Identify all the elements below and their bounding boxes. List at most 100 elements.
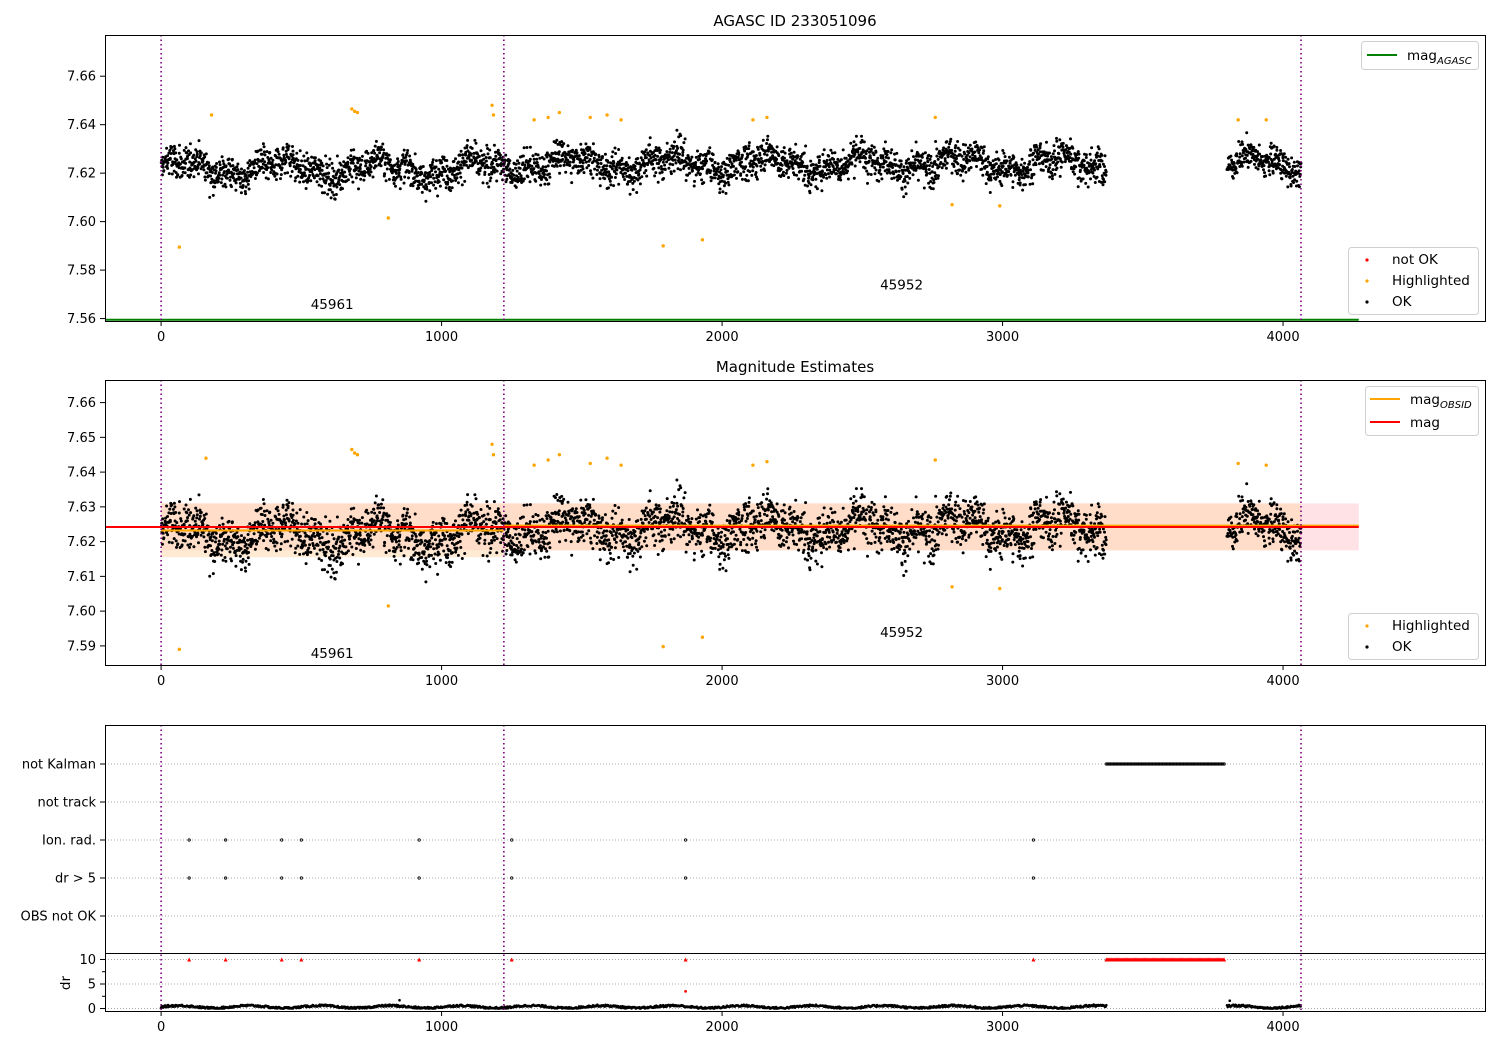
ok-point <box>351 180 355 184</box>
ok-point <box>432 176 436 180</box>
ok-point <box>1099 180 1103 184</box>
ok-point <box>668 147 672 151</box>
ok-point <box>508 159 512 163</box>
ok-point <box>209 174 212 178</box>
ok-point <box>299 164 302 167</box>
ok-point <box>269 156 273 160</box>
ok-point <box>459 546 463 549</box>
ok-point <box>396 519 400 523</box>
ok-point <box>556 142 560 146</box>
ok-point <box>245 176 249 180</box>
ok-point <box>520 547 523 551</box>
ok-point <box>368 543 372 546</box>
ok-point <box>1238 155 1242 159</box>
ok-point <box>521 179 525 183</box>
ok-point <box>407 546 410 550</box>
ok-point <box>928 157 932 161</box>
ok-point <box>316 163 320 167</box>
ok-point <box>852 176 856 180</box>
ok-point <box>207 532 211 536</box>
ok-point <box>175 158 179 162</box>
ok-point <box>582 508 586 512</box>
ok-point <box>413 512 417 516</box>
ok-point <box>1084 181 1088 185</box>
highlighted-point <box>352 109 357 114</box>
ok-point <box>445 522 449 525</box>
ok-point <box>522 177 526 181</box>
ok-point <box>381 518 384 522</box>
ok-point <box>571 507 575 511</box>
ok-point <box>477 155 481 158</box>
ok-point <box>903 185 907 189</box>
ok-point <box>211 165 215 169</box>
ok-point <box>1022 165 1025 169</box>
ok-point <box>366 532 370 536</box>
ok-point <box>197 541 200 545</box>
ok-point <box>711 176 715 180</box>
ok-point <box>1077 156 1081 160</box>
ok-point <box>818 155 821 159</box>
ok-point <box>486 504 489 508</box>
ok-point <box>503 521 507 525</box>
ok-point <box>284 522 287 526</box>
ok-point <box>335 515 339 519</box>
ok-point <box>508 522 512 526</box>
ok-point <box>510 545 514 549</box>
ok-point <box>327 540 331 544</box>
ok-point <box>201 159 205 163</box>
ok-point <box>504 180 508 184</box>
ok-point <box>271 158 275 162</box>
ok-point <box>991 159 995 163</box>
ok-point <box>493 535 497 538</box>
ok-point <box>519 174 523 178</box>
ok-point <box>325 166 329 170</box>
ok-point <box>479 149 483 153</box>
ok-point <box>577 170 581 174</box>
ok-point <box>460 532 464 536</box>
ok-point <box>360 521 364 525</box>
ok-point <box>481 181 485 185</box>
ok-point <box>783 151 787 155</box>
ok-point <box>332 193 336 197</box>
ok-point <box>434 159 438 163</box>
ok-point <box>293 179 297 183</box>
ok-point <box>892 172 896 176</box>
ok-point <box>654 171 658 175</box>
ok-point <box>588 505 592 509</box>
ok-point <box>385 534 389 538</box>
ok-point <box>1277 159 1281 163</box>
ok-point <box>166 166 170 170</box>
ok-point <box>822 175 826 179</box>
ok-point <box>165 146 169 150</box>
ok-point <box>412 546 416 550</box>
highlighted-point <box>177 245 182 249</box>
ok-point <box>458 539 462 543</box>
ok-point <box>1102 177 1105 181</box>
ok-point <box>1029 168 1032 172</box>
ok-point <box>302 171 306 175</box>
ok-point <box>849 141 853 145</box>
ok-point <box>302 539 306 543</box>
ok-point <box>203 517 207 520</box>
ok-point <box>275 172 279 176</box>
ok-point <box>280 522 284 526</box>
ok-point <box>716 162 720 166</box>
ok-point <box>1044 165 1048 169</box>
ok-point <box>927 168 931 171</box>
ok-point <box>1068 146 1072 150</box>
ok-point <box>410 534 414 538</box>
ok-point <box>274 549 278 553</box>
ok-point <box>463 179 467 183</box>
ok-point <box>566 144 570 148</box>
ok-point <box>663 163 667 167</box>
ok-point <box>698 172 702 176</box>
ok-point <box>673 140 676 144</box>
ok-point <box>495 179 499 183</box>
ok-point <box>560 140 564 144</box>
ok-point <box>388 158 392 162</box>
ok-point <box>348 167 352 171</box>
ok-point <box>803 173 807 177</box>
ok-point <box>679 134 683 138</box>
ok-point <box>713 176 717 180</box>
ok-point <box>887 168 891 172</box>
